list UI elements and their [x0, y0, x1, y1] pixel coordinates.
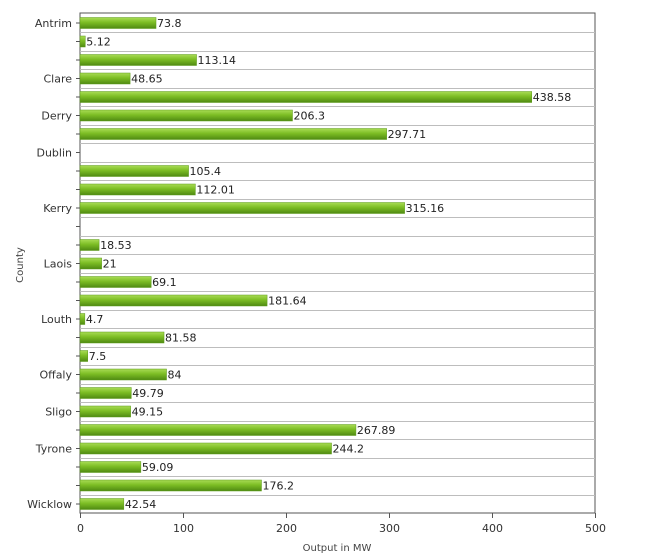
data-label: 73.8 [157, 17, 182, 30]
bar [79, 405, 131, 418]
data-label: 48.65 [131, 73, 163, 86]
data-label: 176.2 [262, 480, 294, 493]
y-tick-label: Sligo [45, 406, 72, 419]
x-tick-label: 300 [379, 522, 400, 535]
data-label: 5.12 [86, 36, 111, 49]
y-tick-label: Dublin [36, 147, 72, 160]
bar [79, 183, 196, 196]
bar [79, 276, 152, 288]
data-label: 4.7 [86, 313, 104, 326]
x-tick-label: 200 [276, 522, 297, 535]
data-label: 206.3 [293, 110, 325, 123]
data-label: 267.89 [357, 424, 396, 437]
bar [79, 368, 167, 381]
bar [79, 257, 102, 270]
bar [79, 35, 86, 48]
data-label: 244.2 [333, 443, 365, 456]
x-tick-label: 400 [482, 522, 503, 535]
y-tick-label: Kerry [43, 202, 72, 215]
gridlines [79, 12, 596, 514]
data-label: 438.58 [533, 91, 572, 104]
data-label: 113.14 [198, 54, 237, 67]
bar [79, 54, 197, 66]
data-label: 81.58 [165, 332, 197, 345]
bar [79, 442, 332, 455]
bar [79, 72, 131, 85]
data-label: 59.09 [142, 461, 174, 474]
y-axis-title: County [15, 247, 26, 283]
data-label: 181.64 [268, 295, 307, 308]
y-tick-label: Louth [41, 313, 72, 326]
bar [79, 387, 132, 399]
data-label: 7.5 [89, 350, 107, 363]
bar [79, 17, 157, 29]
bar [79, 109, 293, 122]
y-tick-label: Offaly [39, 369, 72, 382]
data-label: 297.71 [388, 128, 427, 141]
bar [79, 313, 86, 325]
bar [79, 461, 142, 473]
data-label: 105.4 [190, 165, 222, 178]
data-label: 112.01 [196, 184, 235, 197]
bar [79, 350, 88, 362]
bar [79, 165, 189, 177]
bar [79, 202, 405, 214]
x-tick-label: 500 [585, 522, 606, 535]
y-tick-label: Laois [44, 258, 73, 271]
data-label: 315.16 [406, 202, 445, 215]
y-tick-label: Antrim [35, 17, 72, 30]
data-label: 49.15 [132, 406, 164, 419]
data-labels: 73.8 5.12 113.14 48.65 438.58 206.3 297.71 105.… [86, 17, 571, 511]
y-tick-label: Tyrone [35, 443, 72, 456]
bar [79, 331, 165, 344]
data-label: 21 [103, 258, 117, 271]
data-label: 84 [168, 369, 182, 382]
y-tick-label: Clare [43, 73, 72, 86]
x-axis-title: Output in MW [303, 543, 372, 554]
bars [79, 17, 532, 510]
data-label: 18.53 [100, 239, 132, 252]
axes: Antrim Clare Derry Dublin Kerry Laois Louth Off… [27, 17, 606, 535]
x-tick-label: 0 [77, 522, 84, 535]
bar [79, 479, 262, 492]
bar [79, 424, 357, 436]
data-label: 49.79 [132, 387, 164, 400]
x-tick-label: 100 [173, 522, 194, 535]
y-tick-label: Wicklow [27, 498, 72, 511]
bar [79, 91, 532, 103]
bar [79, 239, 100, 251]
bar [79, 128, 387, 140]
data-label: 42.54 [125, 498, 156, 511]
bar [79, 498, 125, 510]
y-tick-label: Derry [41, 110, 72, 123]
data-label: 69.1 [152, 276, 177, 289]
bar [79, 294, 268, 307]
